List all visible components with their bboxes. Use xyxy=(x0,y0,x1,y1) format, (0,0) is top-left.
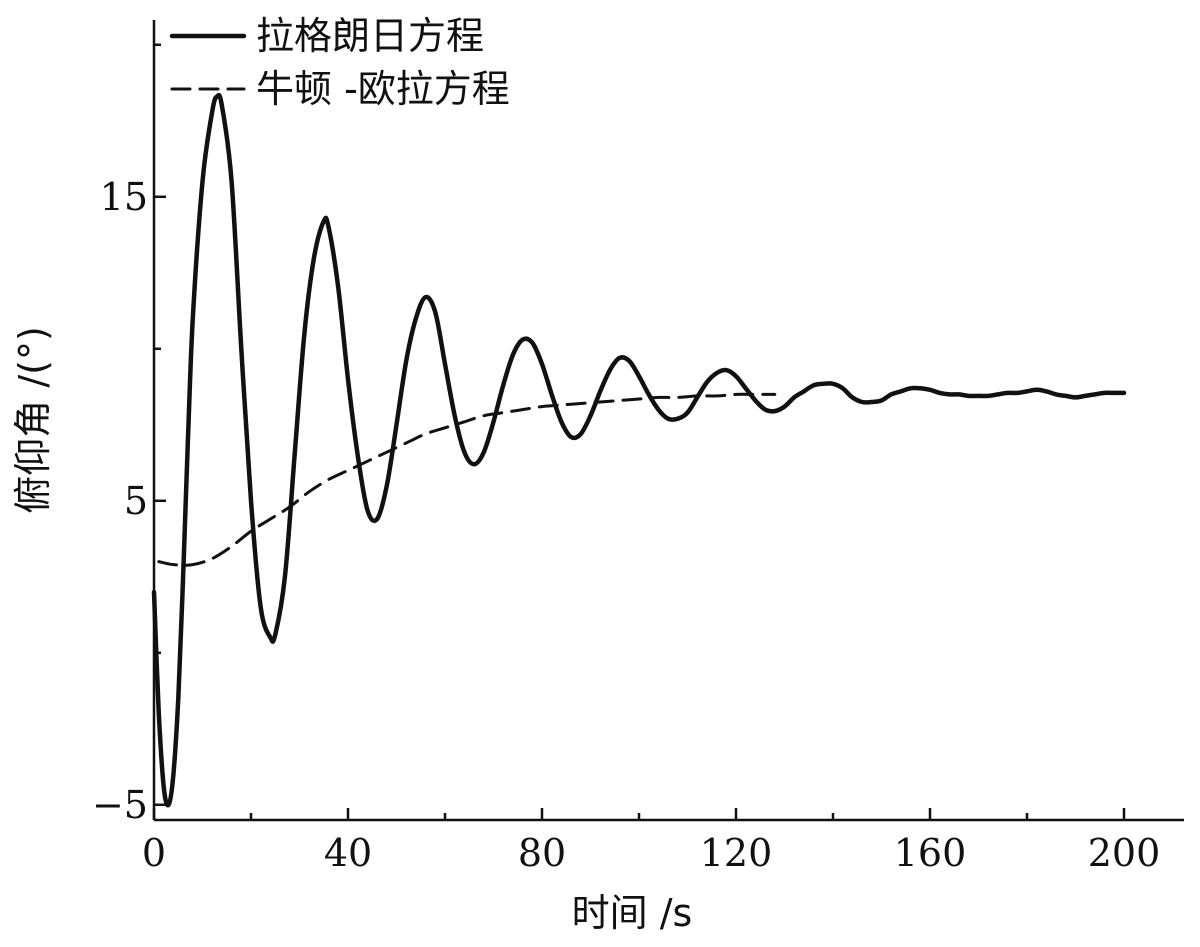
series-line-newton-euler xyxy=(157,392,777,567)
axes: 0 40 80 120 160 200 −5 5 15 xyxy=(92,20,1184,875)
series-line-lagrange xyxy=(151,92,1127,808)
x-tick-label: 200 xyxy=(1088,831,1161,875)
x-tick-label: 80 xyxy=(518,831,566,875)
series-layer xyxy=(151,92,1127,808)
legend-label-newton-euler: 牛顿 -欧拉方程 xyxy=(256,67,510,111)
legend-label-lagrange: 拉格朗日方程 xyxy=(256,14,484,58)
legend: 拉格朗日方程 牛顿 -欧拉方程 xyxy=(169,14,510,111)
x-tick-label: 120 xyxy=(700,831,773,875)
y-tick-label: 15 xyxy=(100,175,148,219)
x-tick-label: 40 xyxy=(324,831,372,875)
y-axis-title: 俯仰角 /(°) xyxy=(11,326,55,514)
y-tick-label: 5 xyxy=(124,479,148,523)
x-tick-label: 0 xyxy=(142,831,166,875)
y-tick-label: −5 xyxy=(92,783,148,827)
x-axis-title: 时间 /s xyxy=(572,891,693,935)
x-tick-label: 160 xyxy=(894,831,967,875)
